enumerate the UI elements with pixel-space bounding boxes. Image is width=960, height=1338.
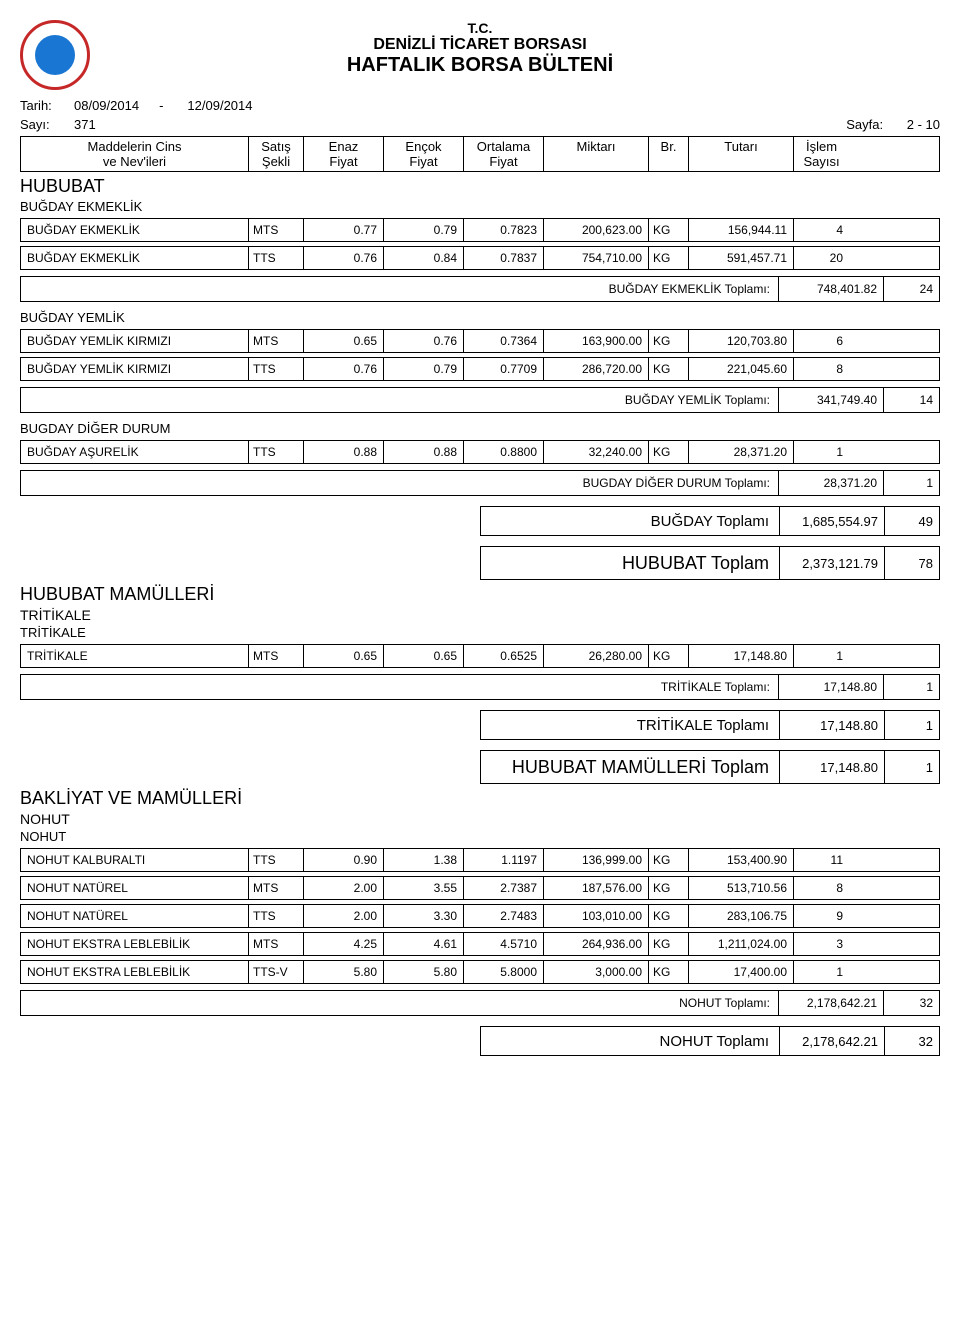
data-row: BUĞDAY EKMEKLİK TTS 0.76 0.84 0.7837 754… bbox=[20, 246, 940, 270]
subtotal-row: NOHUT Toplamı: 2,178,642.21 32 bbox=[20, 990, 940, 1016]
cat-hububat-mamulleri: HUBUBAT MAMÜLLERİ bbox=[20, 584, 940, 605]
cat-nohut2: NOHUT bbox=[20, 829, 940, 844]
header-area: T.C. DENİZLİ TİCARET BORSASI HAFTALIK BO… bbox=[20, 20, 940, 90]
data-row: TRİTİKALE MTS 0.65 0.65 0.6525 26,280.00… bbox=[20, 644, 940, 668]
cat-tritikale2: TRİTİKALE bbox=[20, 625, 940, 640]
row-name: BUĞDAY EKMEKLİK bbox=[21, 219, 249, 241]
group-total-row: NOHUT Toplamı 2,178,642.21 32 bbox=[20, 1026, 940, 1056]
row-islem: 4 bbox=[794, 219, 849, 241]
data-row: BUĞDAY AŞURELİK TTS 0.88 0.88 0.8800 32,… bbox=[20, 440, 940, 464]
cat-nohut1: NOHUT bbox=[20, 811, 940, 827]
sayfa-info: Sayfa: 2 - 10 bbox=[846, 117, 940, 132]
sayi-value: 371 bbox=[74, 117, 96, 132]
cat-hububat: HUBUBAT bbox=[20, 176, 940, 197]
ch-encok: Ençok Fiyat bbox=[384, 137, 464, 171]
subtotal-row: BUGDAY DİĞER DURUM Toplamı: 28,371.20 1 bbox=[20, 470, 940, 496]
ch-miktar: Miktarı bbox=[544, 137, 649, 171]
row-satis: MTS bbox=[249, 219, 304, 241]
cat-bugday-ekmeklik: BUĞDAY EKMEKLİK bbox=[20, 199, 940, 214]
main-total-row: HUBUBAT MAMÜLLERİ Toplam 17,148.80 1 bbox=[20, 750, 940, 784]
header-line3: HAFTALIK BORSA BÜLTENİ bbox=[110, 54, 850, 77]
cat-bugday-diger: BUGDAY DİĞER DURUM bbox=[20, 421, 940, 436]
logo-inner bbox=[35, 35, 75, 75]
sayi-row: Sayı: 371 Sayfa: 2 - 10 bbox=[20, 117, 940, 132]
logo bbox=[20, 20, 90, 90]
group-total-row: TRİTİKALE Toplamı 17,148.80 1 bbox=[20, 710, 940, 740]
ch-satis: Satış Şekli bbox=[249, 137, 304, 171]
title-block: T.C. DENİZLİ TİCARET BORSASI HAFTALIK BO… bbox=[110, 20, 850, 77]
data-row: NOHUT NATÜREL MTS 2.00 3.55 2.7387 187,5… bbox=[20, 876, 940, 900]
ch-enaz: Enaz Fiyat bbox=[304, 137, 384, 171]
row-br: KG bbox=[649, 219, 689, 241]
main-total-row: HUBUBAT Toplam 2,373,121.79 78 bbox=[20, 546, 940, 580]
data-row: BUĞDAY YEMLİK KIRMIZI MTS 0.65 0.76 0.73… bbox=[20, 329, 940, 353]
subtotal-row: BUĞDAY EKMEKLİK Toplamı: 748,401.82 24 bbox=[20, 276, 940, 302]
data-row: BUĞDAY YEMLİK KIRMIZI TTS 0.76 0.79 0.77… bbox=[20, 357, 940, 381]
header-line1: T.C. bbox=[110, 20, 850, 36]
row-enaz: 0.77 bbox=[304, 219, 384, 241]
sayfa-label: Sayfa: bbox=[846, 117, 883, 132]
tarih-end: 12/09/2014 bbox=[187, 98, 252, 113]
ch-br: Br. bbox=[649, 137, 689, 171]
group-total-row: BUĞDAY Toplamı 1,685,554.97 49 bbox=[20, 506, 940, 536]
row-encok: 0.79 bbox=[384, 219, 464, 241]
header-line2: DENİZLİ TİCARET BORSASI bbox=[110, 36, 850, 54]
cat-bugday-yemlik: BUĞDAY YEMLİK bbox=[20, 310, 940, 325]
cat-tritikale1: TRİTİKALE bbox=[20, 607, 940, 623]
ch-ort: Ortalama Fiyat bbox=[464, 137, 544, 171]
sayfa-value: 2 - 10 bbox=[907, 117, 940, 132]
tarih-sep: - bbox=[159, 98, 163, 113]
row-tutar: 156,944.11 bbox=[689, 219, 794, 241]
tarih-start: 08/09/2014 bbox=[74, 98, 139, 113]
cat-bakliyat: BAKLİYAT VE MAMÜLLERİ bbox=[20, 788, 940, 809]
data-row: NOHUT EKSTRA LEBLEBİLİK MTS 4.25 4.61 4.… bbox=[20, 932, 940, 956]
ch-tutar: Tutarı bbox=[689, 137, 794, 171]
subtotal-row: TRİTİKALE Toplamı: 17,148.80 1 bbox=[20, 674, 940, 700]
data-row: NOHUT NATÜREL TTS 2.00 3.30 2.7483 103,0… bbox=[20, 904, 940, 928]
subtotal-row: BUĞDAY YEMLİK Toplamı: 341,749.40 14 bbox=[20, 387, 940, 413]
data-row: NOHUT KALBURALTI TTS 0.90 1.38 1.1197 13… bbox=[20, 848, 940, 872]
row-ort: 0.7823 bbox=[464, 219, 544, 241]
tarih-label: Tarih: bbox=[20, 98, 70, 113]
row-miktar: 200,623.00 bbox=[544, 219, 649, 241]
data-row: NOHUT EKSTRA LEBLEBİLİK TTS-V 5.80 5.80 … bbox=[20, 960, 940, 984]
ch-islem: İşlem Sayısı bbox=[794, 137, 849, 171]
sayi-label: Sayı: bbox=[20, 117, 70, 132]
data-row: BUĞDAY EKMEKLİK MTS 0.77 0.79 0.7823 200… bbox=[20, 218, 940, 242]
tarih-row: Tarih: 08/09/2014 - 12/09/2014 bbox=[20, 98, 940, 113]
columns-header: Maddelerin Cins ve Nev'ileri Satış Şekli… bbox=[20, 136, 940, 172]
ch-name: Maddelerin Cins ve Nev'ileri bbox=[21, 137, 249, 171]
